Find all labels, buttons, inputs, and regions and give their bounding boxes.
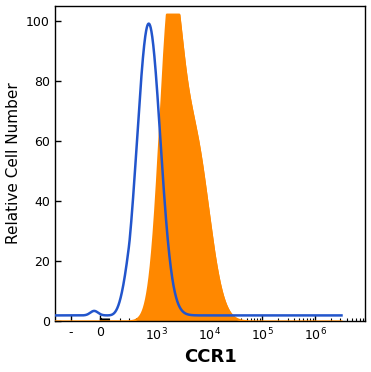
X-axis label: CCR1: CCR1 [184,349,237,366]
Y-axis label: Relative Cell Number: Relative Cell Number [6,83,20,244]
